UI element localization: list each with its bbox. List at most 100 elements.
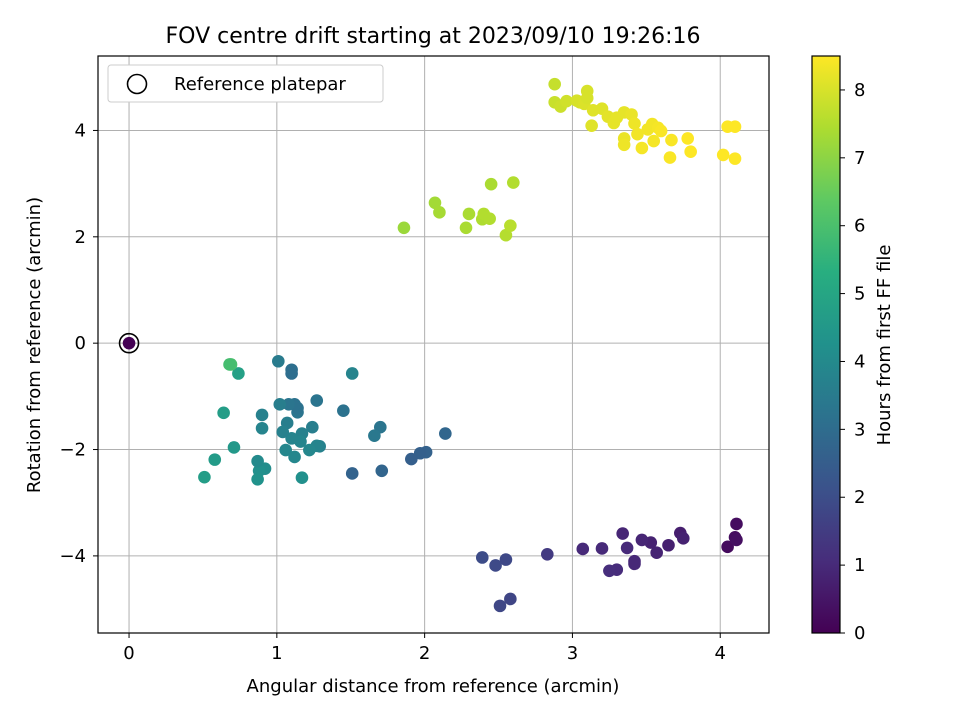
- y-tick-label: 0: [75, 333, 86, 354]
- legend-box: [107, 64, 384, 103]
- colorbar-tick-label: 6: [854, 216, 865, 237]
- scatter-point: [483, 212, 496, 226]
- colorbar-ticks: 0 1 2 3 4 5 6 7 8: [840, 80, 865, 644]
- scatter-point: [459, 221, 473, 235]
- scatter-point: [413, 446, 427, 460]
- scatter-point: [635, 533, 649, 547]
- colorbar-tick-label: 3: [854, 419, 865, 440]
- scatter-point: [663, 151, 677, 164]
- scatter-point: [721, 540, 734, 554]
- x-tick-label: 2: [419, 643, 430, 664]
- scatter-point: [654, 124, 668, 138]
- scatter-points: [118, 77, 743, 613]
- chart-title: FOV centre drift starting at 2023/09/10 …: [166, 24, 701, 49]
- scatter-point: [251, 454, 264, 468]
- scatter-point: [279, 443, 293, 457]
- x-axis-label: Angular distance from reference (arcmin): [247, 676, 620, 697]
- y-tick-label: 4: [75, 120, 86, 141]
- legend-reference-marker: [126, 73, 148, 95]
- scatter-point: [285, 367, 298, 380]
- scatter-point: [665, 133, 678, 147]
- scatter-point: [499, 553, 513, 566]
- y-axis-ticks: −4 −2 0 2 4: [59, 120, 98, 567]
- scatter-point: [337, 404, 350, 418]
- scatter-point: [504, 219, 517, 232]
- legend: Reference platepar: [107, 64, 384, 103]
- scatter-point: [285, 432, 298, 445]
- colorbar-tick-label: 5: [854, 284, 865, 305]
- scatter-point: [282, 398, 295, 411]
- scatter-point: [603, 564, 616, 578]
- colorbar-tick-label: 4: [854, 351, 865, 372]
- scatter-point: [576, 542, 590, 556]
- colorbar-tick-label: 8: [854, 80, 865, 101]
- scatter-point: [504, 592, 517, 606]
- scatter-point: [428, 196, 442, 210]
- scatter-point: [662, 538, 675, 552]
- scatter-point: [217, 406, 230, 420]
- scatter-point: [345, 467, 359, 480]
- scatter-point: [439, 427, 452, 440]
- scatter-point: [462, 207, 476, 221]
- scatter-point: [635, 141, 649, 155]
- colorbar-tick-label: 2: [854, 487, 865, 508]
- scatter-point: [548, 77, 561, 91]
- scatter-point: [541, 547, 554, 561]
- scatter-point: [227, 441, 241, 454]
- scatter-point: [647, 134, 661, 148]
- scatter-point: [475, 551, 489, 564]
- scatter-point: [255, 408, 269, 422]
- scatter-point: [306, 420, 319, 434]
- scatter-point: [255, 421, 269, 435]
- reference-platepar-marker: [118, 332, 140, 354]
- scatter-point: [433, 206, 446, 219]
- scatter-point: [223, 358, 236, 371]
- scatter-point: [620, 541, 634, 555]
- scatter-point: [375, 464, 389, 478]
- scatter-point: [728, 152, 742, 165]
- scatter-point: [580, 91, 594, 105]
- scatter-point: [499, 228, 513, 242]
- scatter-point: [676, 532, 690, 545]
- scatter-point: [232, 367, 245, 380]
- scatter-point: [628, 557, 641, 571]
- scatter-point: [345, 367, 359, 380]
- x-tick-label: 3: [567, 643, 578, 664]
- scatter-point: [628, 117, 641, 130]
- colorbar: 0 1 2 3 4 5 6 7 8 Hours from first FF file: [811, 55, 895, 644]
- y-tick-label: −4: [59, 546, 86, 567]
- scatter-point: [303, 443, 316, 457]
- scatter-point: [560, 94, 573, 108]
- legend-entry-reference-platepar: Reference platepar: [174, 74, 346, 95]
- scatter-point: [295, 471, 309, 485]
- colorbar-tick-label: 1: [854, 555, 865, 576]
- scatter-point: [276, 425, 290, 439]
- scatter-point: [681, 132, 695, 145]
- scatter-point: [595, 542, 609, 555]
- scatter-point: [616, 527, 629, 540]
- scatter-point: [251, 473, 264, 486]
- colorbar-tick-label: 7: [854, 148, 865, 169]
- x-tick-label: 0: [123, 643, 134, 664]
- scatter-point: [489, 559, 502, 572]
- scatter-point: [122, 336, 136, 350]
- scatter-point: [585, 119, 598, 132]
- scatter-point: [728, 120, 742, 134]
- scatter-point: [310, 394, 324, 407]
- scatter-point: [288, 450, 301, 464]
- scatter-point: [208, 453, 222, 466]
- scatter-point: [397, 221, 411, 235]
- y-axis-label: Rotation from reference (arcmin): [24, 197, 45, 493]
- x-axis-ticks: 0 1 2 3 4: [123, 633, 726, 664]
- plot-frame: [97, 55, 770, 634]
- scatter-point: [684, 145, 697, 159]
- x-tick-label: 1: [271, 643, 282, 664]
- y-tick-label: 2: [75, 227, 86, 248]
- colorbar-label: Hours from first FF file: [874, 245, 895, 446]
- scatter-point: [730, 517, 743, 531]
- scatter-point: [198, 470, 211, 484]
- colorbar-tick-label: 0: [854, 623, 865, 644]
- scatter-point: [507, 176, 520, 189]
- scatter-point: [368, 429, 381, 443]
- y-tick-label: −2: [59, 440, 86, 461]
